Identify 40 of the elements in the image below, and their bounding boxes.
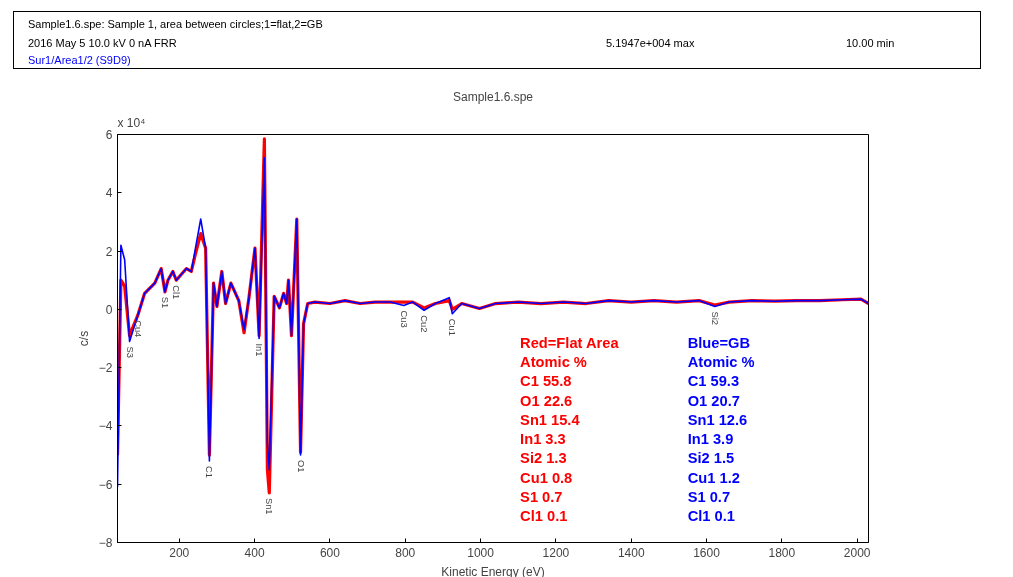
- annotation: O1: [295, 460, 306, 473]
- annotation: Cu4: [132, 320, 143, 338]
- x-tick-label: 1000: [467, 545, 495, 560]
- x-tick-label: 1400: [617, 545, 645, 560]
- y-tick-label: 0: [105, 302, 113, 317]
- x-tick-label: 200: [169, 545, 190, 560]
- x-tick-label: 1600: [693, 545, 721, 560]
- annotation: Cl1: [171, 285, 182, 300]
- y-tick-label: −6: [98, 477, 113, 492]
- x-tick-label: 400: [244, 545, 265, 560]
- x-tick-label: 1200: [542, 545, 570, 560]
- text: Sample1.6.spe: Sample 1, area between circles;1=flat,2=GB: [28, 17, 323, 32]
- annotation: Si2: [709, 311, 720, 325]
- chart-title: Sample1.6.spe: [452, 89, 534, 104]
- text: Sur1/Area1/2 (S9D9): [28, 53, 131, 68]
- x-tick-label: 800: [395, 545, 416, 560]
- annotation: Cu3: [398, 310, 409, 328]
- text: Blue=GB Atomic % C1 59.3 O1 20.7 Sn1 12.6 In1 3.9 Si2 1.5 Cu1 1.2 S1 0.7 Cl1 0.1: [687, 334, 755, 524]
- y-axis-title: c/s: [76, 330, 91, 347]
- x-tick-label: 2000: [843, 545, 871, 560]
- annotation: S3: [124, 346, 135, 358]
- x-tick-label: 600: [319, 545, 341, 560]
- y-tick-label: −8: [98, 536, 113, 550]
- annotation: In1: [254, 343, 265, 357]
- x-tick-label: 1800: [768, 545, 796, 560]
- text: x 10⁴: [117, 115, 146, 130]
- annotation: Cu2: [419, 315, 430, 333]
- y-tick-label: −2: [98, 361, 113, 376]
- text: 10.00 min: [846, 36, 895, 51]
- annotation: C1: [204, 465, 215, 478]
- text: 5.1947e+004 max: [606, 36, 695, 51]
- annotation: S1: [159, 296, 170, 309]
- y-tick-label: 2: [105, 244, 113, 259]
- y-tick-label: −4: [98, 419, 113, 434]
- y-tick-label: 4: [105, 186, 113, 201]
- annotation: Sn1: [264, 497, 275, 515]
- text: Red=Flat Area Atomic % C1 55.8 O1 22.6 Sn1 15.4 In1 3.3 Si2 1.3 Cu1 0.8 S1 0.7 Cl1 0.1: [520, 334, 619, 524]
- y-tick-label: 6: [105, 128, 113, 142]
- annotation: Cu1: [447, 318, 458, 336]
- text: 2016 May 5 10.0 kV 0 nA FRR: [28, 36, 177, 51]
